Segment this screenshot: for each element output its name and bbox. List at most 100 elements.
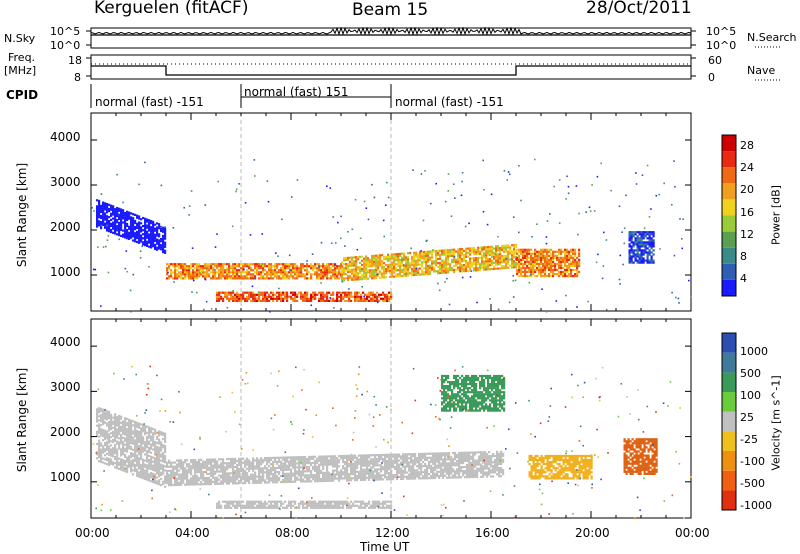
data-cell bbox=[294, 271, 297, 274]
data-cell bbox=[276, 295, 279, 298]
data-cell bbox=[415, 271, 418, 274]
data-cell bbox=[632, 253, 635, 256]
data-cell bbox=[507, 250, 510, 253]
data-cell bbox=[98, 220, 101, 223]
data-cell bbox=[208, 483, 211, 486]
data-cell bbox=[574, 268, 577, 272]
data-cell bbox=[369, 261, 372, 264]
data-cell bbox=[130, 454, 133, 457]
data-cell bbox=[91, 207, 93, 209]
data-cell bbox=[290, 265, 293, 268]
data-cell bbox=[530, 258, 533, 261]
data-cell bbox=[116, 229, 119, 232]
data-cell bbox=[272, 295, 275, 298]
data-cell bbox=[433, 266, 436, 269]
data-cell bbox=[359, 268, 362, 271]
data-cell bbox=[481, 254, 484, 257]
data-cell bbox=[542, 258, 545, 261]
data-cell bbox=[344, 463, 347, 466]
data-cell bbox=[328, 269, 331, 272]
data-cell bbox=[98, 445, 101, 448]
data-cell bbox=[212, 458, 215, 461]
data-cell bbox=[302, 267, 305, 270]
data-cell bbox=[564, 260, 567, 263]
data-cell bbox=[180, 265, 183, 268]
data-cell bbox=[146, 224, 149, 227]
data-cell bbox=[110, 458, 113, 461]
data-cell bbox=[156, 472, 159, 475]
data-cell bbox=[370, 460, 373, 463]
data-cell bbox=[308, 277, 311, 280]
data-cell bbox=[513, 246, 516, 249]
data-cell bbox=[347, 275, 350, 278]
data-cell bbox=[574, 262, 577, 266]
data-cell bbox=[166, 271, 169, 274]
data-cell bbox=[253, 277, 255, 280]
data-cell bbox=[632, 255, 635, 258]
data-cell bbox=[188, 205, 191, 207]
data-cell bbox=[290, 470, 293, 473]
data-cell bbox=[306, 297, 309, 300]
data-cell bbox=[383, 268, 386, 271]
data-cell bbox=[124, 437, 127, 440]
data-cell bbox=[365, 257, 368, 260]
data-cell bbox=[276, 271, 279, 274]
data-cell bbox=[330, 459, 333, 462]
data-cell bbox=[100, 409, 103, 413]
data-cell bbox=[336, 273, 339, 276]
data-cell bbox=[266, 473, 269, 476]
data-cell bbox=[261, 263, 263, 265]
data-cell bbox=[372, 464, 375, 467]
data-cell bbox=[214, 246, 217, 248]
data-cell bbox=[280, 277, 283, 280]
data-cell bbox=[154, 449, 157, 452]
data-cell bbox=[447, 259, 450, 262]
data-cell bbox=[162, 246, 165, 250]
data-cell bbox=[164, 465, 167, 468]
data-cell bbox=[264, 465, 267, 468]
vel-cbar-tick-500: 500 bbox=[740, 367, 761, 380]
data-cell bbox=[499, 259, 502, 262]
data-cell bbox=[298, 275, 301, 278]
data-cell bbox=[433, 268, 436, 271]
data-cell bbox=[232, 290, 234, 292]
data-cell bbox=[373, 275, 376, 278]
data-cell bbox=[254, 471, 257, 474]
data-cell bbox=[346, 473, 349, 476]
data-cell bbox=[340, 299, 343, 302]
data-cell bbox=[261, 233, 264, 235]
data-cell bbox=[290, 456, 293, 459]
data-cell bbox=[374, 474, 377, 477]
data-cell bbox=[128, 237, 131, 240]
data-cell bbox=[280, 267, 283, 270]
data-cell bbox=[336, 473, 339, 476]
data-cell bbox=[632, 249, 635, 252]
data-cell bbox=[368, 464, 371, 467]
data-cell bbox=[560, 273, 563, 276]
data-cell bbox=[128, 428, 131, 432]
data-cell bbox=[497, 263, 500, 266]
data-cell bbox=[254, 275, 257, 278]
data-cell bbox=[112, 209, 115, 212]
data-cell bbox=[142, 446, 145, 449]
data-cell bbox=[120, 442, 123, 445]
data-cell bbox=[148, 459, 151, 462]
data-cell bbox=[158, 223, 161, 226]
data-cell bbox=[386, 459, 389, 463]
data-cell bbox=[507, 171, 510, 173]
data-cell bbox=[625, 194, 627, 197]
data-cell bbox=[232, 267, 235, 270]
data-cell bbox=[144, 225, 147, 228]
data-cell bbox=[178, 475, 181, 478]
data-cell bbox=[108, 209, 111, 213]
data-cell bbox=[214, 472, 217, 475]
data-cell bbox=[108, 441, 111, 444]
data-cell bbox=[98, 212, 101, 215]
data-cell bbox=[266, 265, 269, 268]
data-cell bbox=[379, 272, 382, 275]
data-cell bbox=[578, 260, 581, 263]
data-cell bbox=[481, 246, 484, 249]
data-cell bbox=[216, 460, 219, 463]
data-cell bbox=[324, 267, 327, 270]
data-cell bbox=[494, 253, 497, 255]
